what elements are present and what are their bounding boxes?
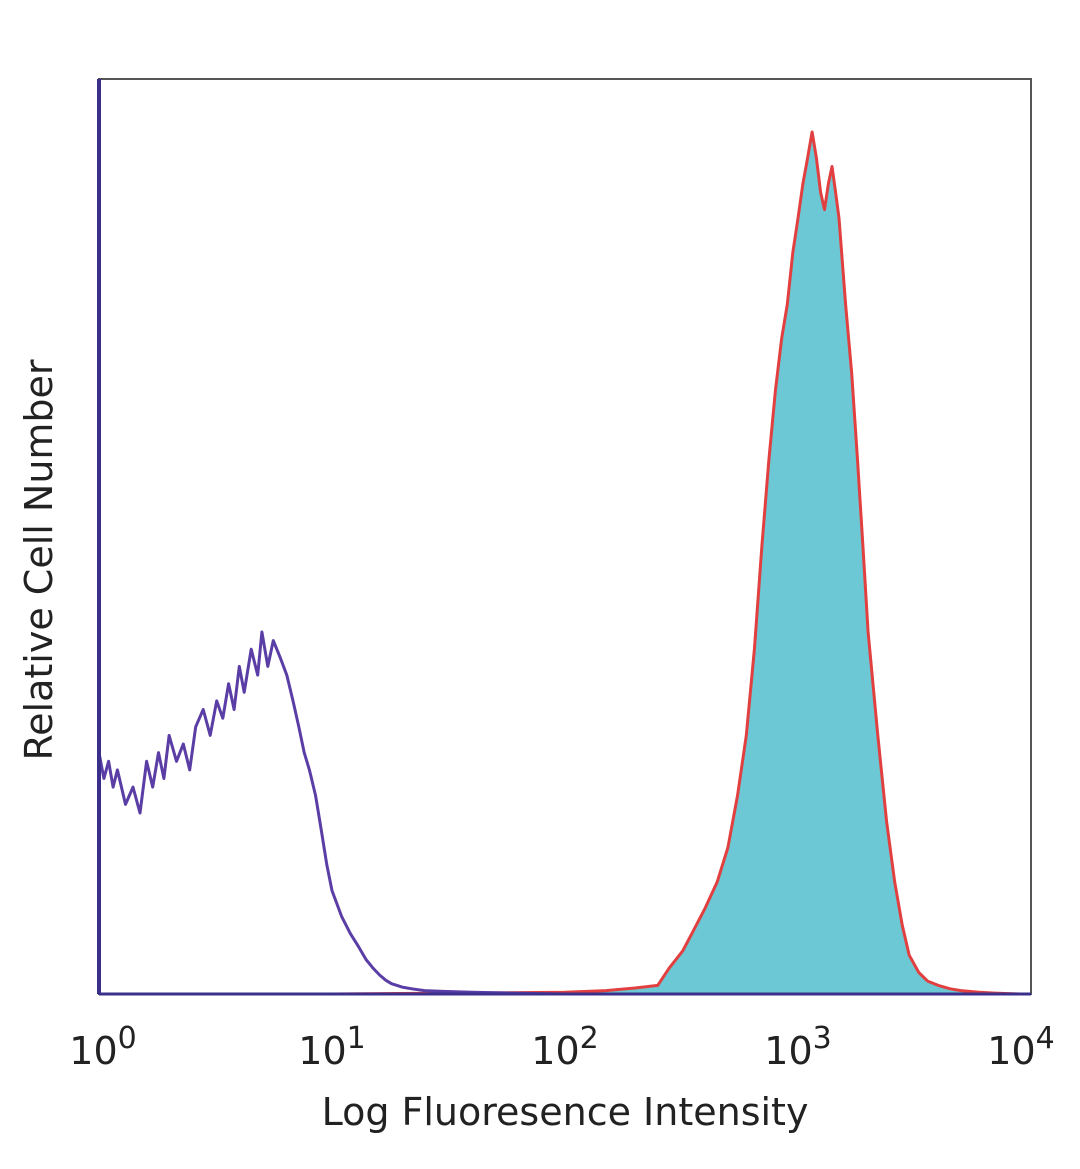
- x-tick-label: 104: [987, 1021, 1054, 1073]
- x-tick-label: 102: [531, 1021, 598, 1073]
- x-tick-labels: 100 101 102 103 104: [69, 1021, 1054, 1073]
- x-axis-label: Log Fluoresence Intensity: [322, 1090, 809, 1134]
- series-1-area: [99, 132, 1031, 994]
- series-1-line: [99, 130, 1031, 996]
- series-0-line: [97, 630, 566, 996]
- x-tick-label: 100: [69, 1021, 136, 1073]
- x-tick-label: 103: [764, 1021, 831, 1073]
- y-axis-label: Relative Cell Number: [17, 359, 61, 760]
- x-tick-label: 101: [298, 1021, 365, 1073]
- series-layer: [97, 130, 1031, 996]
